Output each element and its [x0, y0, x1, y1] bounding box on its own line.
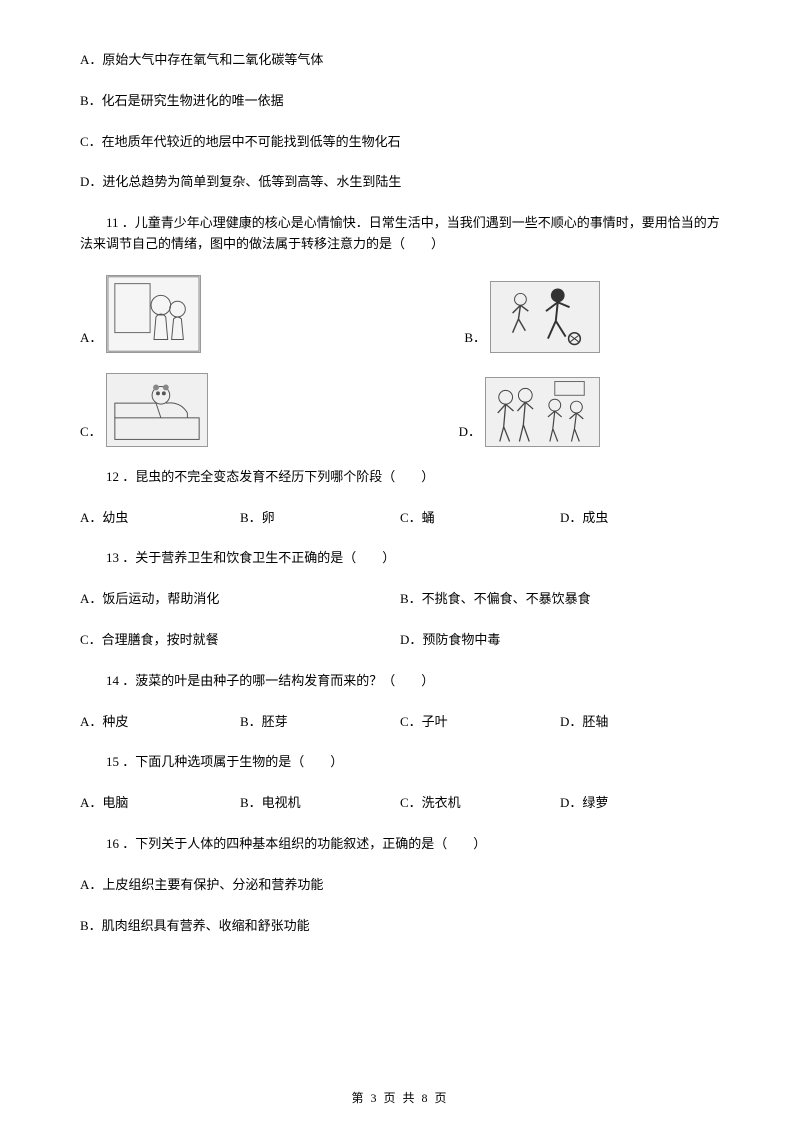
- q13-options-row1: A．饭后运动，帮助消化 B．不挑食、不偏食、不暴饮暴食: [80, 589, 720, 610]
- sleeping-illustration-icon: [107, 373, 207, 447]
- q13-option-a[interactable]: A．饭后运动，帮助消化: [80, 589, 400, 610]
- q15-option-d[interactable]: D．绿萝: [560, 793, 720, 814]
- q15-option-b[interactable]: B．电视机: [240, 793, 400, 814]
- q12-option-c[interactable]: C．蛹: [400, 508, 560, 529]
- q10-option-a: A．原始大气中存在氧气和二氧化碳等气体: [80, 50, 720, 71]
- q11-c-image: [106, 373, 208, 447]
- q12-option-a[interactable]: A．幼虫: [80, 508, 240, 529]
- q16-stem: 16 ．下列关于人体的四种基本组织的功能叙述，正确的是（ ）: [80, 834, 720, 855]
- q15-stem: 15 ．下面几种选项属于生物的是（ ）: [80, 752, 720, 773]
- q12-option-d[interactable]: D．成虫: [560, 508, 720, 529]
- soccer-illustration-icon: [491, 281, 599, 353]
- q13-options-row2: C．合理膳食，按时就餐 D．预防食物中毒: [80, 630, 720, 651]
- q15-options: A．电脑 B．电视机 C．洗衣机 D．绿萝: [80, 793, 720, 814]
- q10-option-c: C．在地质年代较近的地层中不可能找到低等的生物化石: [80, 132, 720, 153]
- q11-b-image: [490, 281, 600, 353]
- q14-option-d[interactable]: D．胚轴: [560, 712, 720, 733]
- q11-c-label: C．: [80, 422, 102, 443]
- reading-illustration-icon: [107, 275, 200, 353]
- group-illustration-icon: [486, 377, 599, 447]
- q16-option-b[interactable]: B．肌肉组织具有营养、收缩和舒张功能: [80, 916, 720, 937]
- q13-stem: 13 ．关于营养卫生和饮食卫生不正确的是（ ）: [80, 548, 720, 569]
- q12-stem: 12 ．昆虫的不完全变态发育不经历下列哪个阶段（ ）: [80, 467, 720, 488]
- q14-stem: 14 ．菠菜的叶是由种子的哪一结构发育而来的？（ ）: [80, 671, 720, 692]
- q10-option-d: D．进化总趋势为简单到复杂、低等到高等、水生到陆生: [80, 172, 720, 193]
- q11-options-row2: C． D．: [80, 373, 720, 447]
- q11-option-c[interactable]: C．: [80, 373, 208, 447]
- q11-a-image: [106, 275, 201, 353]
- q12-options: A．幼虫 B．卵 C．蛹 D．成虫: [80, 508, 720, 529]
- q11-a-label: A．: [80, 328, 102, 349]
- q13-option-b[interactable]: B．不挑食、不偏食、不暴饮暴食: [400, 589, 720, 610]
- q11-d-label: D．: [459, 422, 481, 443]
- q10-option-b: B．化石是研究生物进化的唯一依据: [80, 91, 720, 112]
- q11-options-row1: A． B．: [80, 275, 720, 353]
- page-footer: 第 3 页 共 8 页: [0, 1089, 800, 1108]
- q15-option-a[interactable]: A．电脑: [80, 793, 240, 814]
- q12-option-b[interactable]: B．卵: [240, 508, 400, 529]
- q13-option-d[interactable]: D．预防食物中毒: [400, 630, 720, 651]
- q11-b-label: B．: [464, 328, 486, 349]
- q14-option-c[interactable]: C．子叶: [400, 712, 560, 733]
- q11-option-d[interactable]: D．: [459, 377, 600, 447]
- q11-option-a[interactable]: A．: [80, 275, 201, 353]
- q14-options: A．种皮 B．胚芽 C．子叶 D．胚轴: [80, 712, 720, 733]
- q14-option-b[interactable]: B．胚芽: [240, 712, 400, 733]
- q14-option-a[interactable]: A．种皮: [80, 712, 240, 733]
- q16-option-a[interactable]: A．上皮组织主要有保护、分泌和营养功能: [80, 875, 720, 896]
- q13-option-c[interactable]: C．合理膳食，按时就餐: [80, 630, 400, 651]
- q11-stem: 11 ．儿童青少年心理健康的核心是心情愉快．日常生活中，当我们遇到一些不顺心的事…: [80, 213, 720, 255]
- q11-option-b[interactable]: B．: [464, 281, 600, 353]
- q11-d-image: [485, 377, 600, 447]
- q15-option-c[interactable]: C．洗衣机: [400, 793, 560, 814]
